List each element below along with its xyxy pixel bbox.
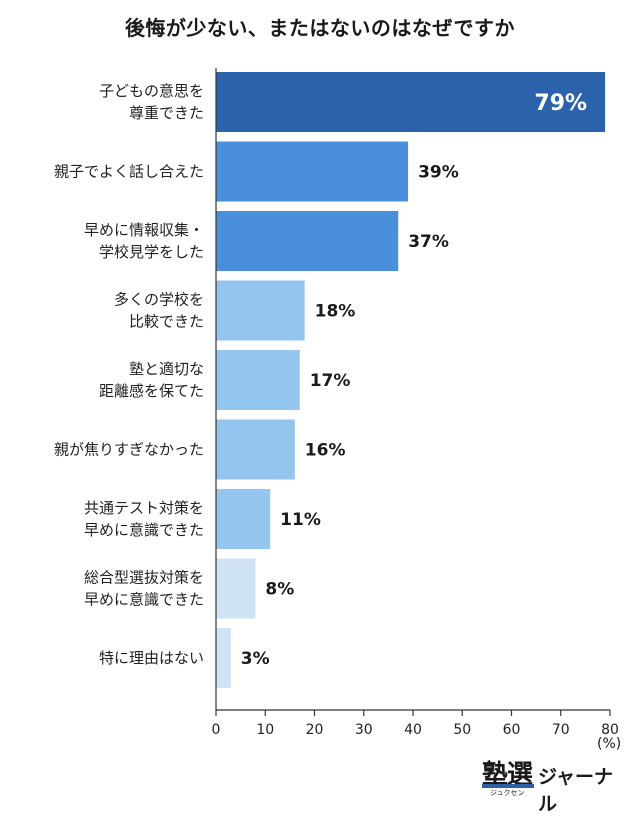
- category-label: 塾と適切な: [129, 360, 204, 378]
- x-tick-label: 10: [256, 722, 274, 738]
- value-label: 18%: [315, 302, 356, 322]
- bar: [216, 141, 409, 202]
- category-label: 特に理由はない: [99, 649, 204, 667]
- x-tick-label: 50: [453, 722, 471, 738]
- category-label: 比較できた: [129, 313, 204, 331]
- category-label: 尊重できた: [129, 104, 204, 122]
- category-label: 距離感を保てた: [99, 382, 204, 400]
- x-tick-label: 40: [404, 722, 422, 738]
- x-tick-label: 20: [306, 722, 324, 738]
- chart-title: 後悔が少ない、またはないのはなぜですか: [124, 16, 516, 40]
- category-label: 親子でよく話し合えた: [54, 163, 204, 181]
- bar: [216, 72, 606, 132]
- category-label: 多くの学校を: [114, 291, 204, 309]
- category-label: 子どもの意思を: [99, 82, 204, 100]
- value-label: 8%: [265, 580, 294, 600]
- category-label: 親が焦りすぎなかった: [54, 441, 204, 459]
- value-label: 17%: [310, 371, 351, 391]
- x-tick-label: 80: [601, 722, 619, 738]
- logo-wordmark: ジャーナル: [538, 766, 614, 815]
- x-tick-label: 0: [212, 722, 221, 738]
- bar: [216, 211, 399, 271]
- value-label: 3%: [241, 649, 270, 669]
- x-tick-label: 60: [503, 722, 521, 738]
- value-label: 39%: [418, 163, 459, 183]
- bar: [216, 419, 295, 480]
- category-label: 共通テスト対策を: [84, 499, 204, 517]
- value-label: 79%: [534, 91, 587, 116]
- bar: [216, 628, 231, 688]
- value-label: 16%: [305, 441, 346, 461]
- bar: [216, 280, 305, 341]
- logo-underline: [482, 784, 534, 788]
- bar: [216, 558, 256, 619]
- value-label: 37%: [408, 232, 449, 252]
- category-label: 早めに意識できた: [84, 521, 204, 539]
- x-tick-label: 70: [552, 722, 570, 738]
- value-label: 11%: [280, 510, 321, 530]
- bar: [216, 350, 300, 410]
- category-label: 総合型選抜対策を: [84, 569, 204, 587]
- category-label: 学校見学をした: [99, 243, 204, 261]
- x-tick-label: 30: [355, 722, 373, 738]
- unit-label: (%): [597, 736, 622, 752]
- category-label: 早めに情報収集・: [84, 221, 204, 239]
- category-label: 早めに意識できた: [84, 591, 204, 609]
- brand-logo: 塾選 ジュクセン ジャーナル: [482, 754, 632, 815]
- bar: [216, 489, 271, 549]
- logo-ruby: ジュクセン: [490, 789, 525, 797]
